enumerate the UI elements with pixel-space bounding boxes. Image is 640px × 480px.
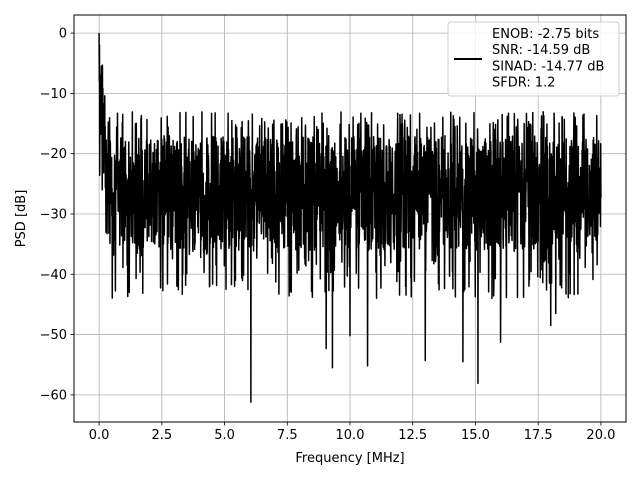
x-tick-label: 0.0 [89, 428, 110, 443]
x-tick-label: 2.5 [151, 428, 172, 443]
y-tick-label: −10 [40, 87, 67, 102]
y-tick-label: −40 [40, 268, 67, 283]
series-line-psd [98, 33, 602, 403]
y-tick-label: −60 [40, 388, 67, 403]
x-tick-label: 17.5 [524, 428, 553, 443]
legend-entry-snr: SNR: -14.59 dB [492, 43, 590, 58]
legend: ENOB: -2.75 bits SNR: -14.59 dB SINAD: -… [447, 21, 620, 97]
series-psd [98, 33, 602, 403]
x-tick-label: 10.0 [336, 428, 365, 443]
legend-box [447, 21, 620, 97]
y-tick-label: −20 [40, 147, 67, 162]
x-tick-label: 15.0 [461, 428, 490, 443]
legend-entry-sinad: SINAD: -14.77 dB [492, 59, 604, 74]
y-tick-label: −30 [40, 207, 67, 222]
ticks: 0.0 2.5 5.0 7.5 10.0 12.5 15.0 17.5 20.0 0 −10 −20 −… [40, 27, 616, 443]
legend-entry-enob: ENOB: -2.75 bits [492, 27, 599, 42]
y-tick-label: −50 [40, 328, 67, 343]
x-tick-label: 7.5 [277, 428, 298, 443]
x-tick-label: 5.0 [214, 428, 235, 443]
legend-entry-sfdr: SFDR: 1.2 [492, 76, 556, 91]
x-axis-label: Frequency [MHz] [295, 451, 404, 466]
x-tick-label: 12.5 [398, 428, 427, 443]
x-tick-label: 20.0 [586, 428, 615, 443]
y-tick-label: 0 [59, 27, 67, 42]
y-axis-label: PSD [dB] [14, 190, 29, 248]
